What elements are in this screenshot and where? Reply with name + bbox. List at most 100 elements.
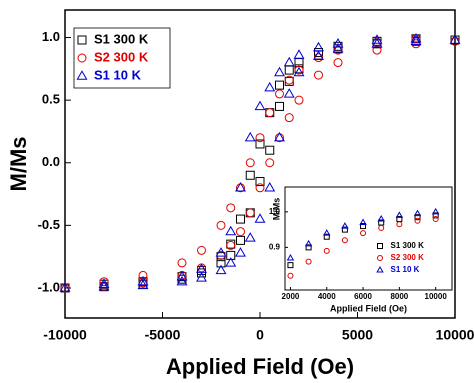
marker (216, 220, 226, 230)
x-tick-label: 10000 (425, 292, 448, 301)
marker (236, 214, 245, 224)
marker (255, 183, 265, 193)
marker (313, 50, 324, 61)
marker (371, 34, 383, 44)
y-tick-label: -0.5 (38, 217, 60, 232)
legend-label: S1 300 K (94, 31, 149, 46)
marker (432, 215, 439, 222)
marker (264, 81, 276, 92)
marker (323, 229, 331, 236)
marker (77, 35, 87, 45)
marker (377, 255, 383, 261)
marker (305, 258, 312, 265)
marker (244, 131, 256, 142)
marker (215, 247, 227, 257)
y-axis-title: M/Ms (6, 137, 31, 192)
marker (414, 217, 421, 224)
marker (431, 207, 440, 215)
y-tick-label: 1.0 (42, 29, 60, 44)
marker (77, 53, 87, 63)
y-tick-label: 1.0 (269, 207, 281, 216)
marker (138, 270, 148, 280)
marker (314, 70, 323, 80)
y-tick-label: 0.5 (42, 92, 60, 107)
marker (341, 237, 348, 244)
x-tick-label: 4000 (318, 292, 336, 301)
marker (377, 243, 383, 249)
marker (360, 230, 367, 237)
marker (215, 264, 227, 275)
marker (395, 211, 404, 218)
marker (314, 48, 323, 58)
marker (98, 280, 110, 291)
marker (432, 212, 439, 219)
marker (449, 34, 461, 44)
marker (225, 225, 237, 236)
legend-label: S2 300 K (391, 253, 425, 262)
marker (410, 35, 422, 46)
x-tick-label: -10000 (43, 327, 87, 343)
marker (410, 32, 422, 43)
marker (275, 80, 284, 90)
marker (378, 224, 385, 231)
marker (226, 240, 236, 250)
legend-label: S1 10 K (391, 265, 420, 274)
marker (413, 209, 422, 217)
marker (76, 70, 88, 80)
marker (196, 272, 207, 282)
marker (99, 277, 109, 287)
marker (333, 58, 343, 68)
marker (294, 95, 304, 105)
x-axis-title: Applied Field (Oe) (166, 354, 354, 379)
marker (265, 108, 275, 118)
legend-label: S1 10 K (94, 67, 142, 82)
marker (283, 56, 295, 67)
marker (244, 232, 256, 242)
marker (255, 139, 265, 149)
marker (341, 226, 348, 233)
legend-label: S2 300 K (94, 49, 149, 64)
marker (255, 133, 265, 143)
marker (176, 270, 188, 281)
marker (304, 239, 313, 247)
marker (98, 278, 110, 288)
x-tick-label: 2000 (282, 292, 300, 301)
marker (359, 218, 367, 226)
marker (235, 247, 246, 257)
marker (293, 66, 305, 77)
y-tick-label: 0.0 (42, 154, 60, 169)
marker (137, 275, 149, 286)
plot-area (284, 186, 453, 291)
marker (254, 213, 266, 223)
marker (197, 245, 206, 255)
marker (225, 257, 237, 267)
marker (332, 43, 344, 53)
marker (305, 244, 312, 251)
x-tick-label: 8000 (390, 292, 408, 301)
marker (286, 254, 295, 261)
marker (226, 250, 236, 260)
marker (255, 177, 265, 187)
marker (245, 158, 255, 168)
marker (323, 247, 330, 254)
marker (284, 75, 294, 85)
marker (283, 88, 295, 98)
x-tick-label: -5000 (145, 327, 181, 343)
x-tick-label: 10000 (436, 327, 474, 343)
y-tick-label: 0.9 (269, 242, 281, 251)
marker (323, 233, 330, 240)
marker (396, 221, 403, 228)
marker (274, 66, 285, 77)
marker (59, 282, 71, 292)
marker (264, 181, 276, 192)
marker (284, 113, 294, 123)
marker (235, 181, 246, 192)
legend-label: S1 300 K (391, 241, 425, 250)
marker (196, 263, 207, 273)
marker (287, 272, 294, 279)
marker (236, 235, 245, 245)
marker (313, 41, 324, 52)
x-axis-title: Applied Field (Oe) (330, 303, 407, 313)
marker (265, 158, 275, 168)
marker (265, 145, 275, 155)
